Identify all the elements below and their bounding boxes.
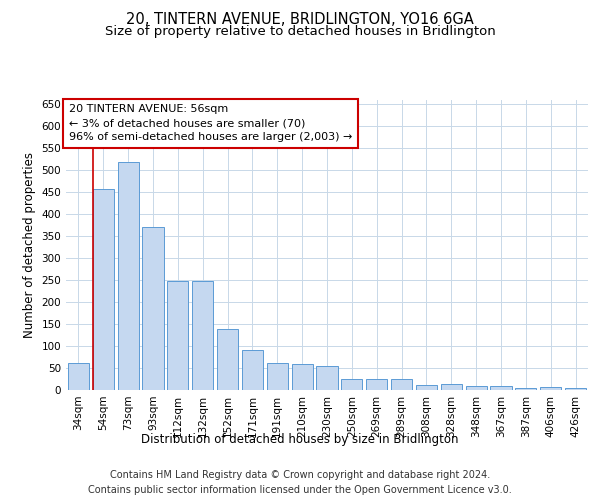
Bar xyxy=(416,384,437,390)
Bar xyxy=(93,189,114,390)
Bar xyxy=(565,388,586,390)
Bar xyxy=(192,282,213,390)
Bar xyxy=(217,330,238,390)
Text: 20, TINTERN AVENUE, BRIDLINGTON, YO16 6GA: 20, TINTERN AVENUE, BRIDLINGTON, YO16 6G… xyxy=(126,12,474,28)
Bar xyxy=(292,364,313,390)
Bar xyxy=(341,378,362,390)
Bar xyxy=(366,379,387,390)
Y-axis label: Number of detached properties: Number of detached properties xyxy=(23,152,36,338)
Text: 20 TINTERN AVENUE: 56sqm
← 3% of detached houses are smaller (70)
96% of semi-de: 20 TINTERN AVENUE: 56sqm ← 3% of detache… xyxy=(68,104,352,142)
Text: Distribution of detached houses by size in Bridlington: Distribution of detached houses by size … xyxy=(141,432,459,446)
Bar xyxy=(316,366,338,390)
Bar xyxy=(242,350,263,390)
Text: Size of property relative to detached houses in Bridlington: Size of property relative to detached ho… xyxy=(104,25,496,38)
Bar xyxy=(68,363,89,390)
Bar xyxy=(441,384,462,390)
Bar xyxy=(466,386,487,390)
Bar xyxy=(490,386,512,390)
Bar xyxy=(515,388,536,390)
Bar xyxy=(167,281,188,390)
Bar xyxy=(118,162,139,390)
Text: Contains HM Land Registry data © Crown copyright and database right 2024.
Contai: Contains HM Land Registry data © Crown c… xyxy=(88,470,512,495)
Bar xyxy=(391,378,412,390)
Bar xyxy=(540,388,561,390)
Bar xyxy=(267,363,288,390)
Bar xyxy=(142,228,164,390)
